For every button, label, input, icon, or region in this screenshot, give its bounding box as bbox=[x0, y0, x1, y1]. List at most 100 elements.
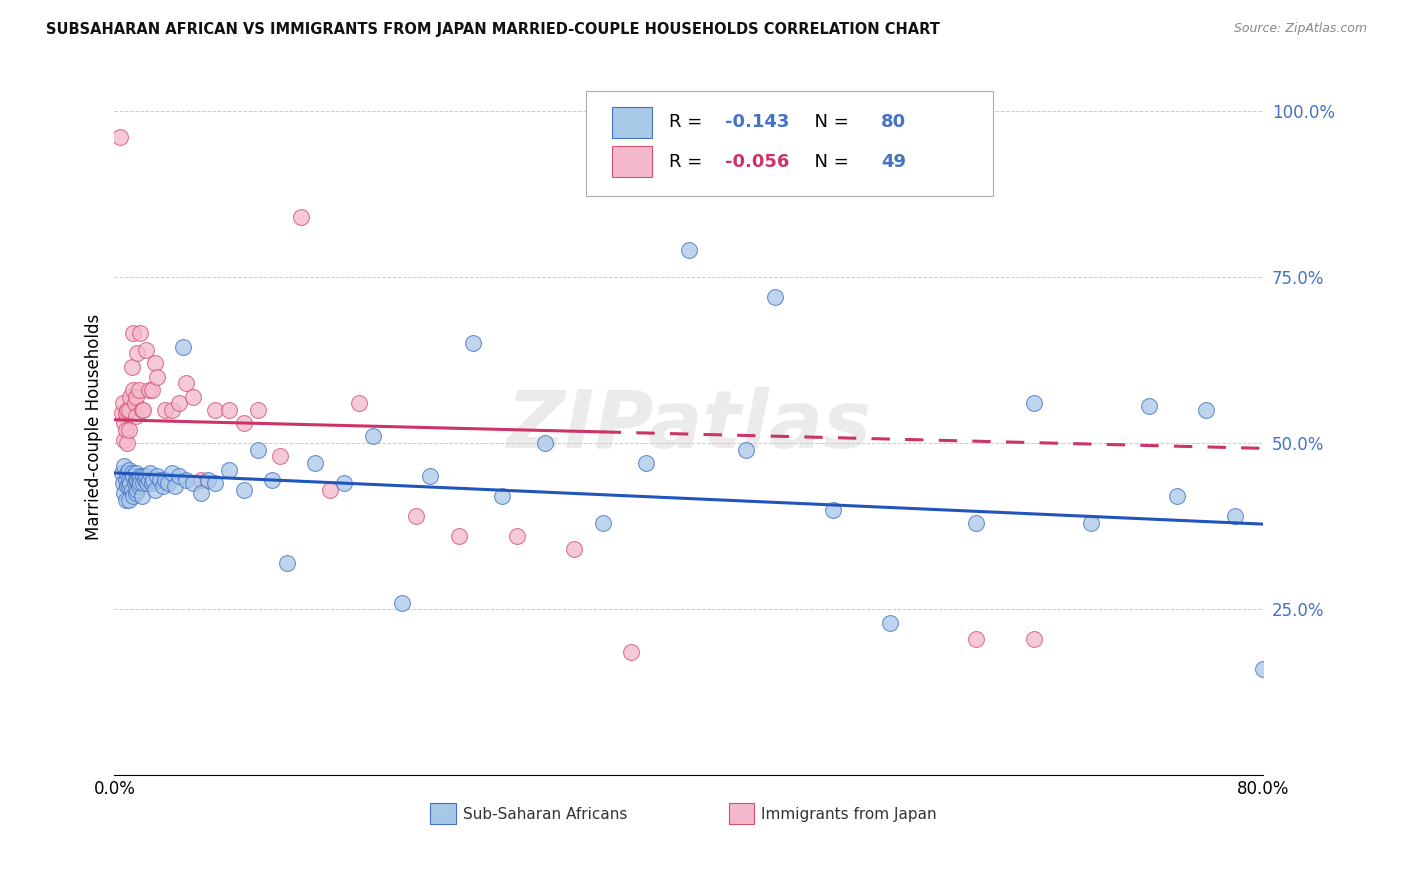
Point bbox=[204, 475, 226, 490]
Point bbox=[361, 429, 384, 443]
Text: R =: R = bbox=[669, 113, 709, 131]
Point bbox=[125, 473, 148, 487]
Point bbox=[125, 466, 148, 480]
Point bbox=[821, 502, 844, 516]
Point bbox=[121, 466, 143, 480]
Point bbox=[218, 402, 240, 417]
Point bbox=[114, 416, 136, 430]
Point bbox=[117, 436, 139, 450]
Point bbox=[129, 469, 152, 483]
Point bbox=[134, 473, 156, 487]
Point bbox=[142, 473, 165, 487]
Point bbox=[183, 390, 205, 404]
Point bbox=[115, 423, 138, 437]
Point bbox=[419, 469, 441, 483]
Point bbox=[1195, 402, 1218, 417]
Point bbox=[163, 479, 186, 493]
Point bbox=[218, 462, 240, 476]
Point bbox=[634, 456, 657, 470]
Point bbox=[562, 542, 585, 557]
Point bbox=[131, 489, 153, 503]
Point bbox=[129, 475, 152, 490]
Point bbox=[110, 466, 132, 480]
Point bbox=[153, 473, 176, 487]
Point bbox=[115, 473, 138, 487]
Text: ZIPatlas: ZIPatlas bbox=[506, 387, 872, 466]
Point bbox=[190, 486, 212, 500]
Point bbox=[391, 596, 413, 610]
Point bbox=[117, 402, 139, 417]
Point bbox=[141, 475, 163, 490]
Point bbox=[156, 475, 179, 490]
Point bbox=[143, 356, 166, 370]
Point bbox=[620, 645, 643, 659]
Point bbox=[120, 475, 142, 490]
Point bbox=[247, 442, 270, 457]
Point bbox=[124, 396, 146, 410]
Point bbox=[232, 483, 254, 497]
Point bbox=[269, 450, 291, 464]
Bar bbox=[730, 804, 755, 824]
Point bbox=[247, 402, 270, 417]
Point bbox=[505, 529, 527, 543]
Text: 80: 80 bbox=[880, 113, 905, 131]
Point bbox=[120, 390, 142, 404]
Point bbox=[118, 473, 141, 487]
Point bbox=[197, 473, 219, 487]
Point bbox=[290, 210, 312, 224]
Point bbox=[118, 479, 141, 493]
Point bbox=[405, 509, 427, 524]
Y-axis label: Married-couple Households: Married-couple Households bbox=[86, 313, 103, 540]
Point bbox=[129, 326, 152, 341]
Point bbox=[115, 492, 138, 507]
Point bbox=[735, 442, 758, 457]
Text: 49: 49 bbox=[880, 153, 905, 170]
Point bbox=[122, 383, 145, 397]
Point bbox=[124, 475, 146, 490]
Point bbox=[149, 473, 172, 487]
Point bbox=[110, 406, 132, 420]
Point bbox=[128, 479, 150, 493]
Text: SUBSAHARAN AFRICAN VS IMMIGRANTS FROM JAPAN MARRIED-COUPLE HOUSEHOLDS CORRELATIO: SUBSAHARAN AFRICAN VS IMMIGRANTS FROM JA… bbox=[46, 22, 941, 37]
Point bbox=[135, 343, 157, 357]
Point bbox=[146, 369, 169, 384]
Point bbox=[146, 469, 169, 483]
Point bbox=[172, 340, 194, 354]
Point bbox=[128, 470, 150, 484]
Point bbox=[965, 516, 987, 530]
Point bbox=[117, 479, 139, 493]
Point bbox=[276, 556, 298, 570]
Point bbox=[190, 473, 212, 487]
Text: Sub-Saharan Africans: Sub-Saharan Africans bbox=[463, 807, 627, 822]
Point bbox=[125, 486, 148, 500]
Text: Source: ZipAtlas.com: Source: ZipAtlas.com bbox=[1233, 22, 1367, 36]
Point bbox=[121, 359, 143, 374]
Point bbox=[138, 383, 160, 397]
Point bbox=[132, 469, 155, 483]
Point bbox=[108, 130, 131, 145]
Bar bbox=[612, 145, 652, 178]
Point bbox=[965, 632, 987, 647]
Point bbox=[463, 336, 485, 351]
Point bbox=[319, 483, 342, 497]
Point bbox=[125, 390, 148, 404]
Point bbox=[118, 402, 141, 417]
Point bbox=[114, 486, 136, 500]
Point bbox=[127, 473, 149, 487]
Point bbox=[114, 459, 136, 474]
FancyBboxPatch shape bbox=[585, 91, 994, 196]
Point bbox=[127, 346, 149, 360]
Point bbox=[232, 416, 254, 430]
Text: N =: N = bbox=[803, 153, 855, 170]
Point bbox=[174, 473, 197, 487]
Text: -0.056: -0.056 bbox=[724, 153, 789, 170]
Point bbox=[592, 516, 614, 530]
Point bbox=[167, 469, 190, 483]
Point bbox=[115, 406, 138, 420]
Point bbox=[678, 244, 700, 258]
Point bbox=[167, 396, 190, 410]
Point bbox=[138, 473, 160, 487]
Bar bbox=[612, 107, 652, 138]
Point bbox=[112, 475, 135, 490]
Text: N =: N = bbox=[803, 113, 855, 131]
